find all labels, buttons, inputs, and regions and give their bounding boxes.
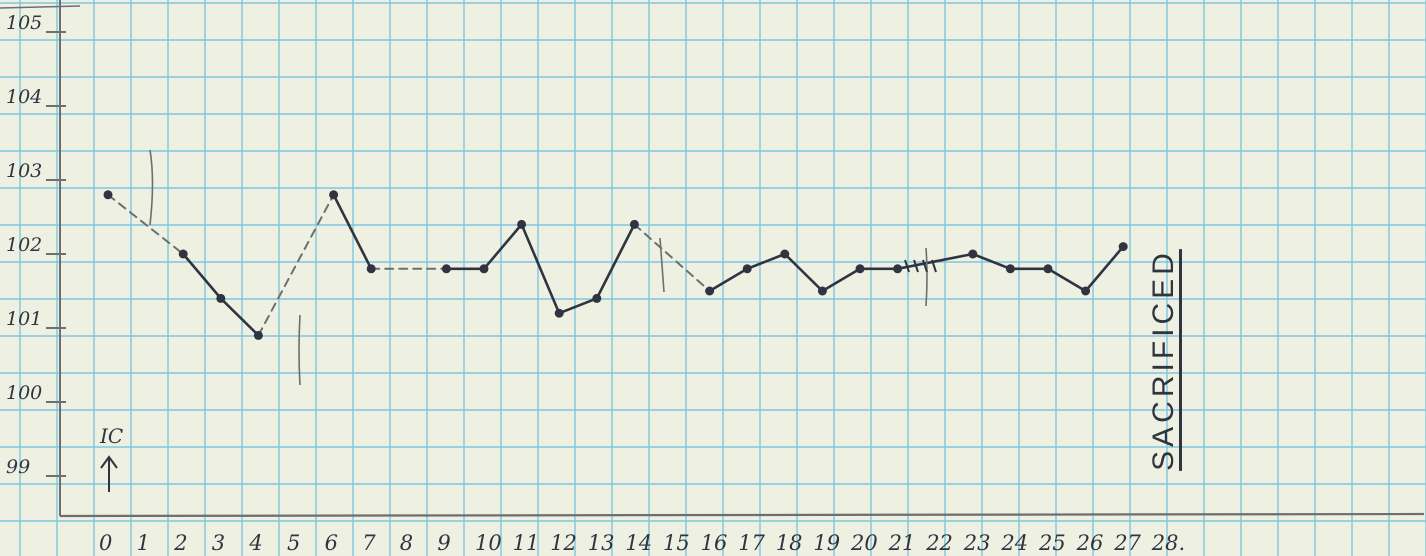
series-segment — [181, 252, 223, 300]
data-point — [103, 190, 113, 200]
pencil-mark — [298, 314, 301, 386]
data-point — [1043, 264, 1053, 274]
data-point — [1005, 264, 1015, 274]
data-point — [366, 264, 376, 274]
data-point — [554, 308, 564, 318]
hatch-mark — [904, 259, 910, 273]
data-point — [855, 264, 865, 274]
series-segment — [745, 252, 787, 271]
x-tick-label: 4 — [248, 531, 262, 555]
series-segment — [821, 267, 862, 293]
series-line — [107, 193, 1125, 337]
header-divider — [0, 5, 81, 9]
x-tick-label: 8 — [400, 531, 413, 555]
hatch-mark — [922, 259, 928, 273]
data-point — [253, 330, 263, 340]
ic-arrow-head — [100, 455, 118, 469]
x-tick-label: 24 — [1000, 531, 1028, 555]
x-tick-label: 5 — [287, 531, 300, 555]
x-axis — [59, 512, 1425, 518]
data-point — [178, 249, 188, 259]
series-segment — [971, 252, 1012, 271]
x-tick-label: 22 — [925, 531, 953, 555]
pencil-mark — [659, 237, 665, 293]
x-tick-label: 27 — [1113, 531, 1141, 555]
data-point — [517, 219, 527, 229]
x-tick-label: 20 — [850, 531, 878, 555]
ic-label: IC — [99, 424, 123, 448]
data-point — [441, 264, 451, 274]
series-segment — [557, 297, 599, 315]
x-tick-label: 12 — [550, 531, 577, 555]
series-segment — [482, 223, 523, 271]
x-tick-label: 14 — [625, 531, 652, 555]
x-tick-label: 6 — [325, 531, 338, 555]
series-segment — [896, 252, 975, 271]
x-tick-label: 28. — [1151, 531, 1185, 555]
y-tick-label: 100 — [6, 382, 42, 404]
data-point — [893, 264, 903, 274]
hatch-mark — [913, 259, 919, 273]
x-tick-label: 9 — [437, 531, 450, 555]
series-segment — [1046, 267, 1087, 293]
series-segment-dashed — [107, 193, 185, 255]
data-point — [1081, 286, 1091, 296]
data-point — [479, 264, 489, 274]
series-segment — [708, 267, 749, 293]
x-tick-label: 0 — [99, 531, 112, 555]
data-point — [705, 286, 715, 296]
x-tick-label: 3 — [212, 531, 225, 555]
x-tick-label: 2 — [173, 531, 187, 555]
data-point — [780, 249, 790, 259]
x-tick-label: 11 — [513, 531, 540, 555]
series-segment — [1084, 245, 1125, 293]
data-point — [817, 286, 827, 296]
x-tick-label: 10 — [475, 531, 502, 555]
x-tick-label: 26 — [1076, 531, 1104, 555]
series-segment — [520, 223, 561, 315]
pencil-mark — [149, 149, 154, 226]
series-segment — [783, 252, 824, 293]
x-tick-label: 18 — [776, 531, 803, 555]
y-tick-label: 102 — [6, 234, 42, 256]
y-tick-label: 104 — [6, 86, 42, 108]
y-tick-label: 99 — [6, 456, 30, 478]
pencil-mark — [925, 247, 928, 307]
x-tick-label: 21 — [888, 531, 916, 555]
series-segment — [332, 193, 373, 271]
x-tick-label: 16 — [701, 531, 728, 555]
hatch-mark — [931, 259, 937, 273]
annotations: IC — [0, 5, 937, 492]
x-tick-label: 23 — [963, 531, 991, 555]
x-tick-label: 1 — [137, 531, 150, 555]
x-tick-label: 7 — [362, 531, 376, 555]
y-tick-label: 103 — [6, 160, 42, 182]
x-tick-label: 17 — [738, 531, 765, 555]
data-point — [216, 293, 226, 303]
data-point — [968, 249, 978, 259]
series-segment-dashed — [257, 193, 335, 337]
series-segment — [219, 297, 260, 337]
x-tick-label: 19 — [813, 531, 840, 555]
data-point — [742, 264, 752, 274]
data-point — [629, 219, 639, 229]
x-tick-label: 15 — [663, 531, 690, 555]
y-tick-label: 101 — [6, 308, 42, 330]
series-segment — [595, 223, 636, 300]
data-point — [329, 190, 339, 200]
y-tick-label: 105 — [6, 12, 42, 34]
x-tick-label: 25 — [1038, 531, 1066, 555]
axes — [59, 0, 1425, 518]
sacrificed-label: SACRIFICED — [1147, 249, 1180, 471]
data-point — [592, 293, 602, 303]
data-points — [103, 190, 1128, 340]
data-point — [1118, 242, 1128, 252]
series-segment-dashed — [633, 223, 711, 292]
x-tick-label: 13 — [588, 531, 615, 555]
